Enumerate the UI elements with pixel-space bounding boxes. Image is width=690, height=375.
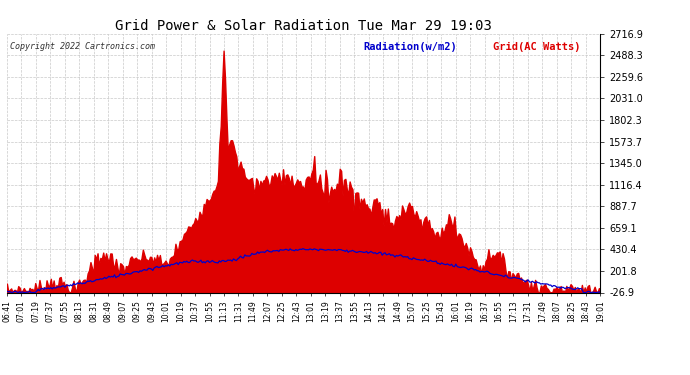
Text: Grid(AC Watts): Grid(AC Watts) — [493, 42, 581, 51]
Text: Radiation(w/m2): Radiation(w/m2) — [363, 42, 457, 51]
Title: Grid Power & Solar Radiation Tue Mar 29 19:03: Grid Power & Solar Radiation Tue Mar 29 … — [115, 19, 492, 33]
Text: Copyright 2022 Cartronics.com: Copyright 2022 Cartronics.com — [10, 42, 155, 51]
